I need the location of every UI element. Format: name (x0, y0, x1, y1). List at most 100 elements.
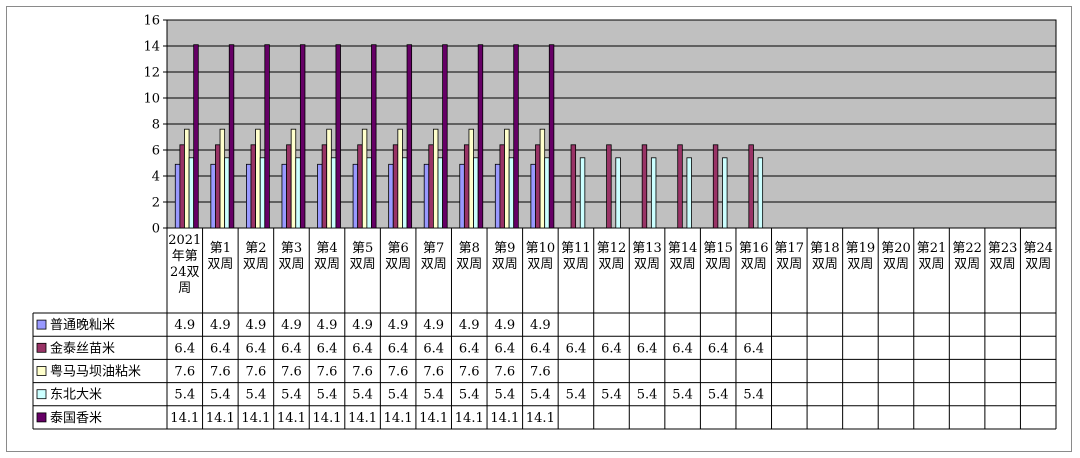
bar (321, 144, 328, 229)
data-label: 14.1 (455, 411, 484, 426)
y-tick-label: 14 (143, 40, 160, 55)
bar (677, 144, 683, 229)
bar (326, 128, 332, 229)
data-label: 14.1 (384, 411, 413, 426)
bar (317, 163, 323, 229)
bar (281, 163, 287, 229)
data-label: 14.1 (170, 411, 199, 426)
bar (539, 128, 546, 229)
data-label: 5.4 (459, 388, 480, 403)
x-tick-label: 双周 (883, 257, 909, 272)
bar (388, 163, 394, 229)
data-label: 14.1 (206, 411, 235, 426)
data-label: 7.6 (246, 365, 267, 380)
bar (432, 128, 439, 229)
bar (371, 44, 377, 229)
data-label: 6.4 (708, 341, 729, 356)
data-label: 14.1 (490, 411, 519, 426)
bar (174, 163, 181, 229)
data-label: 6.4 (637, 341, 658, 356)
bar (437, 157, 443, 229)
bar (494, 163, 501, 229)
data-label: 6.4 (566, 341, 587, 356)
bar (473, 157, 479, 229)
series-name: 粤马马坝油粘米 (50, 364, 141, 380)
y-tick-label: 0 (152, 222, 160, 237)
data-label: 4.9 (423, 318, 444, 333)
y-tick-label: 16 (143, 14, 160, 29)
data-label: 4.9 (246, 318, 267, 333)
legend-swatch (36, 412, 47, 423)
data-label: 5.4 (423, 388, 444, 403)
x-tick-label: 第4 (316, 241, 337, 256)
bar (535, 144, 541, 229)
x-tick-label: 第1 (210, 241, 231, 256)
series-name: 普通晚籼米 (50, 318, 115, 333)
bar (286, 144, 292, 229)
bar (468, 128, 474, 229)
bar (210, 163, 216, 229)
bar (504, 128, 510, 229)
data-label: 14.1 (313, 411, 342, 426)
legend-swatch (36, 319, 47, 330)
bar (548, 44, 555, 229)
x-tick-label: 双周 (563, 257, 589, 272)
bar (290, 128, 297, 229)
y-tick-label: 4 (152, 170, 160, 185)
x-tick-label: 第3 (281, 241, 302, 256)
data-label: 4.9 (530, 318, 551, 333)
data-label: 5.4 (317, 388, 338, 403)
x-tick-label: 双周 (527, 257, 553, 272)
x-tick-label: 双周 (314, 257, 340, 272)
data-label: 5.4 (530, 388, 551, 403)
data-label: 5.4 (352, 388, 373, 403)
legend-swatch (36, 366, 47, 376)
bar (748, 144, 754, 229)
data-label: 7.6 (210, 365, 231, 380)
data-label: 4.9 (281, 318, 302, 333)
data-label: 4.9 (317, 318, 338, 333)
x-tick-label: 双周 (812, 257, 838, 272)
x-tick-label: 双周 (278, 257, 304, 272)
bar (459, 163, 465, 229)
data-label: 6.4 (601, 341, 622, 356)
bar (219, 128, 226, 229)
x-tick-label: 第12 (597, 241, 627, 256)
x-tick-label: 双周 (207, 257, 233, 272)
x-tick-label: 双周 (243, 257, 269, 272)
data-label: 7.6 (388, 365, 409, 380)
bar (423, 163, 430, 229)
x-tick-label: 双周 (776, 257, 802, 272)
legend-swatch (36, 342, 47, 353)
bar (712, 144, 719, 229)
data-label: 6.4 (743, 341, 764, 356)
series-name: 东北大米 (50, 388, 102, 403)
data-label: 14.1 (419, 411, 448, 426)
x-tick-label: 双周 (670, 257, 696, 272)
x-tick-label: 第6 (387, 241, 408, 256)
bar (392, 144, 399, 229)
bar (357, 144, 363, 229)
x-tick-label: 第17 (775, 241, 805, 256)
bar (499, 144, 505, 229)
x-tick-label: 第24 (1023, 241, 1053, 256)
data-label: 7.6 (317, 365, 338, 380)
bar (477, 44, 484, 229)
x-tick-label: 24双 (170, 265, 200, 280)
x-tick-label: 第13 (632, 241, 662, 256)
bar (330, 157, 337, 229)
y-tick-label: 2 (152, 196, 160, 211)
x-tick-label: 第20 (881, 241, 911, 256)
bar (463, 144, 470, 229)
bar (544, 157, 550, 229)
bar (722, 157, 728, 229)
bar (508, 157, 515, 229)
bar (295, 157, 301, 229)
x-tick-label: 第5 (352, 241, 373, 256)
x-tick-label: 双周 (350, 257, 376, 272)
bar (513, 44, 519, 229)
data-label: 6.4 (388, 341, 409, 356)
data-label: 4.9 (174, 318, 195, 333)
data-label: 5.4 (601, 388, 622, 403)
